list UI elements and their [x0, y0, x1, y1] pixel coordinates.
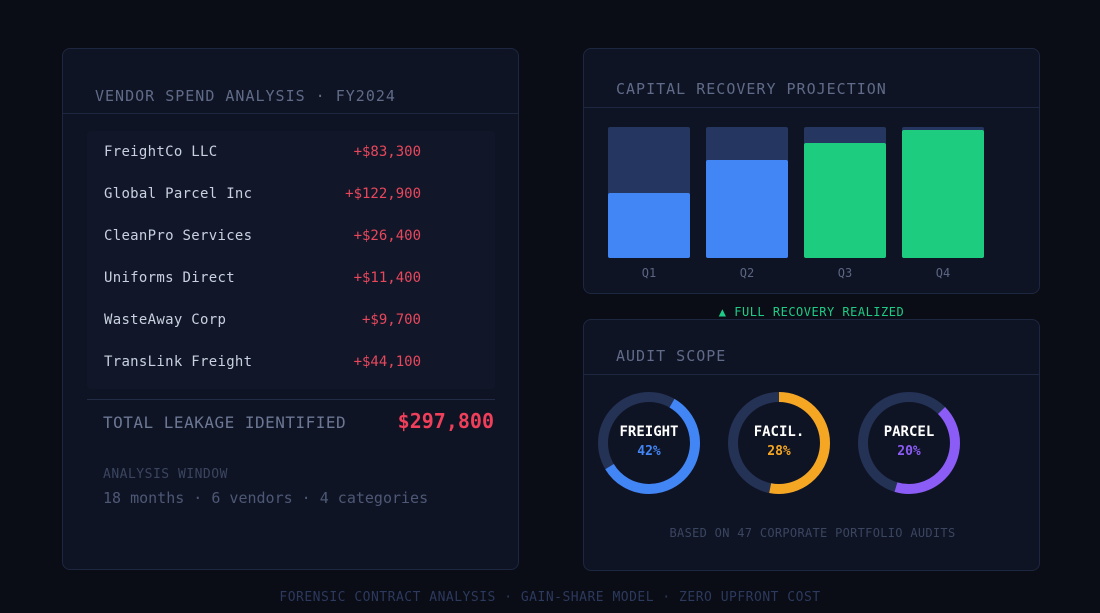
capital-panel-title: CAPITAL RECOVERY PROJECTION — [616, 80, 887, 98]
recovery-status: ▲ FULL RECOVERY REALIZED — [718, 305, 905, 319]
capital-recovery-panel: CAPITAL RECOVERY PROJECTION Q1 Q2 Q3 Q4 — [583, 48, 1040, 294]
vendor-amount: +$122,900 — [345, 186, 421, 202]
bar-fill — [804, 142, 886, 258]
vendor-row: FreightCo LLC +$83,300 — [87, 131, 495, 173]
vendor-row: CleanPro Services +$26,400 — [87, 215, 495, 257]
bar-fill — [608, 192, 690, 258]
vendor-name: Global Parcel Inc — [104, 186, 253, 202]
analysis-window-label: ANALYSIS WINDOW — [103, 467, 228, 482]
bar-label: Q3 — [837, 266, 853, 280]
donut-percent: 28% — [767, 444, 791, 459]
donut-arc — [728, 392, 830, 494]
vendor-panel-title: VENDOR SPEND ANALYSIS · FY2024 — [95, 87, 396, 105]
vendor-amount: +$26,400 — [353, 228, 421, 244]
bar-fill — [706, 159, 788, 258]
donut-label: PARCEL — [883, 424, 935, 440]
bar-label: Q4 — [935, 266, 951, 280]
recovery-bar-q4 — [902, 127, 984, 258]
vendor-name: WasteAway Corp — [104, 312, 227, 328]
divider — [63, 113, 518, 114]
donut-ring — [858, 392, 960, 494]
donut-facil: FACIL. 28% — [726, 390, 832, 496]
donut-arc — [858, 392, 960, 494]
total-leakage-value: $297,800 — [397, 409, 494, 433]
total-leakage-label: TOTAL LEAKAGE IDENTIFIED — [103, 413, 347, 432]
donut-percent: 42% — [637, 444, 661, 459]
vendor-name: FreightCo LLC — [104, 144, 218, 160]
recovery-bar-q1 — [608, 127, 690, 258]
footer-tagline: FORENSIC CONTRACT ANALYSIS · GAIN-SHARE … — [279, 590, 821, 605]
vendor-amount: +$11,400 — [353, 270, 421, 286]
recovery-bar-q3 — [804, 127, 886, 258]
vendor-list: FreightCo LLC +$83,300 Global Parcel Inc… — [87, 131, 495, 389]
donut-parcel: PARCEL 20% — [856, 390, 962, 496]
donut-label: FREIGHT — [619, 424, 679, 440]
divider — [584, 374, 1039, 375]
vendor-row: Uniforms Direct +$11,400 — [87, 257, 495, 299]
donut-percent: 20% — [897, 444, 921, 459]
recovery-bar-q2 — [706, 127, 788, 258]
vendor-name: TransLink Freight — [104, 354, 253, 370]
bar-label: Q2 — [739, 266, 755, 280]
bar-label: Q1 — [641, 266, 657, 280]
vendor-row: Global Parcel Inc +$122,900 — [87, 173, 495, 215]
analysis-window-value: 18 months · 6 vendors · 4 categories — [103, 489, 429, 507]
bar-fill — [902, 129, 984, 258]
vendor-name: Uniforms Direct — [104, 270, 235, 286]
vendor-amount: +$44,100 — [353, 354, 421, 370]
vendor-row: TransLink Freight +$44,100 — [87, 341, 495, 383]
vendor-row: WasteAway Corp +$9,700 — [87, 299, 495, 341]
vendor-spend-panel: VENDOR SPEND ANALYSIS · FY2024 FreightCo… — [62, 48, 519, 570]
donut-ring — [728, 392, 830, 494]
audit-scope-panel: AUDIT SCOPE FREIGHT 42% FACIL. 28% PARCEL 20%… — [583, 319, 1040, 571]
donut-ring — [598, 392, 700, 494]
vendor-name: CleanPro Services — [104, 228, 253, 244]
vendor-amount: +$9,700 — [361, 312, 421, 328]
donut-freight: FREIGHT 42% — [596, 390, 702, 496]
divider — [87, 399, 495, 400]
divider — [584, 107, 1039, 108]
audit-note: BASED ON 47 CORPORATE PORTFOLIO AUDITS — [669, 526, 956, 540]
donut-arc — [598, 392, 700, 494]
donut-label: FACIL. — [753, 424, 805, 440]
vendor-amount: +$83,300 — [353, 144, 421, 160]
audit-panel-title: AUDIT SCOPE — [616, 347, 727, 365]
